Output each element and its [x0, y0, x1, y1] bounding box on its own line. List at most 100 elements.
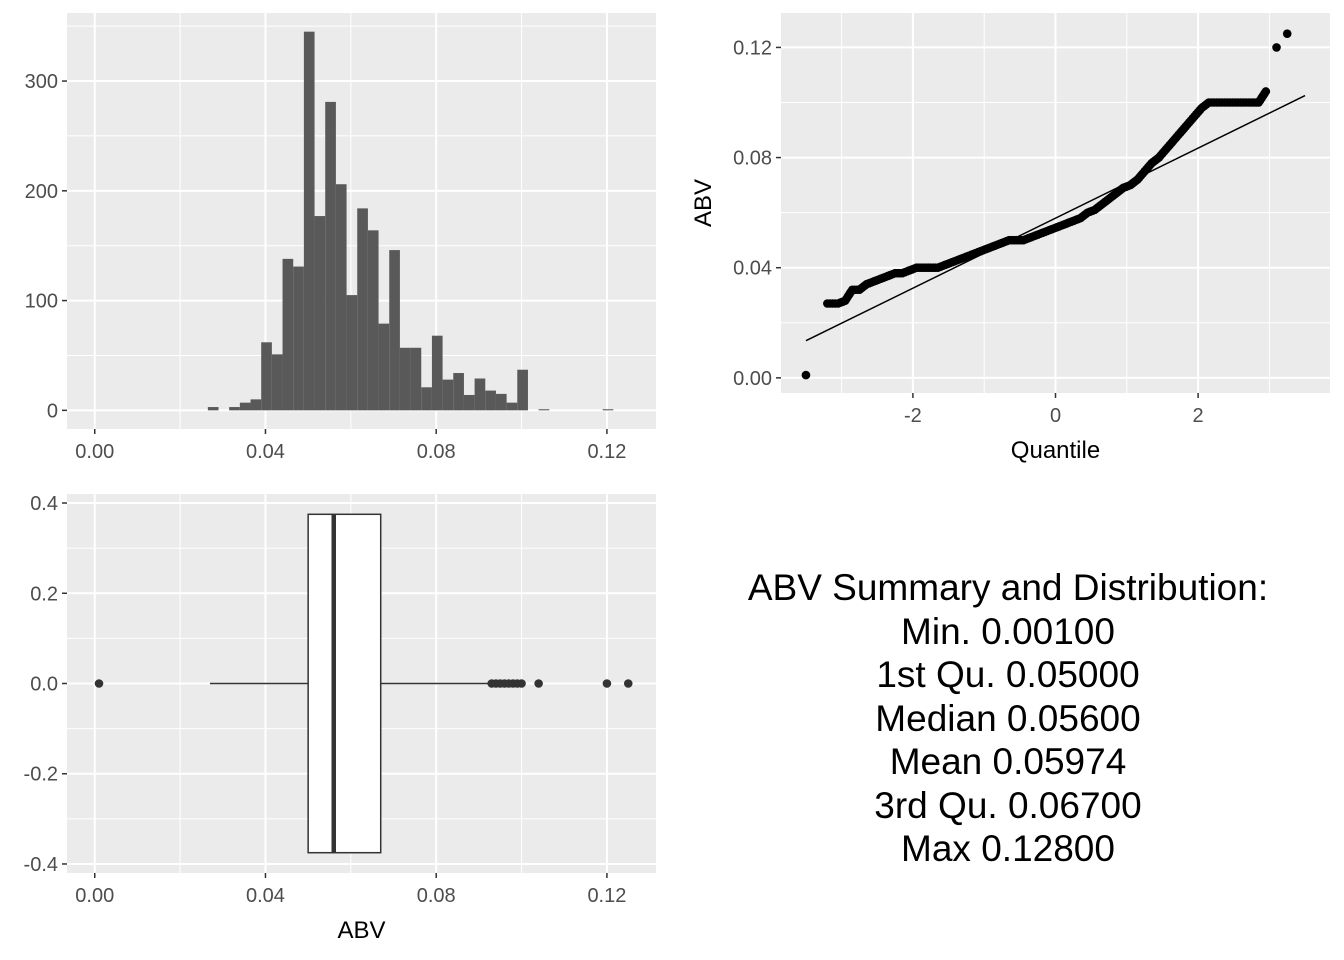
histogram-bar — [378, 323, 390, 411]
histogram-y-tick-label: 100 — [25, 291, 58, 313]
qq-point — [1175, 128, 1185, 138]
qq-point — [1183, 120, 1192, 129]
boxplot-outlier-point — [602, 679, 612, 688]
qq-x-tick-label: 2 — [1193, 405, 1204, 427]
summary-line-mean: Mean 0.05974 — [889, 741, 1127, 782]
qq-point — [1225, 98, 1235, 107]
histogram-bar — [239, 402, 251, 411]
qq-y-tick-label: 0.00 — [733, 368, 772, 390]
boxplot-panel: 0.00 0.04 0.08 0.12 -0.4 -0.2 0.0 0.2 0.4 ABV — [24, 493, 656, 944]
qq-point — [962, 252, 971, 261]
qq-point — [847, 285, 857, 295]
qq-point — [1019, 235, 1028, 245]
histogram-bar — [453, 373, 464, 411]
histogram-bar — [229, 407, 240, 411]
boxplot-y-tick-label: 0.4 — [30, 493, 58, 515]
qq-point — [1154, 153, 1164, 162]
boxplot-outlier-point — [623, 679, 633, 688]
histogram-x-tick-label: 0.00 — [75, 441, 114, 463]
qq-x-tick-label: 0 — [1050, 405, 1061, 427]
qq-point — [883, 271, 893, 281]
qq-point — [969, 249, 978, 259]
histogram-bar — [346, 295, 358, 411]
qq-point — [940, 260, 950, 270]
summary-line-q3: 3rd Qu. 0.06700 — [874, 784, 1142, 826]
qq-point — [833, 299, 843, 308]
qq-y-tick-label: 0.08 — [733, 148, 772, 170]
qq-point — [1261, 87, 1271, 96]
qq-point — [876, 274, 886, 284]
qq-point — [1247, 98, 1256, 107]
qq-point — [926, 263, 936, 273]
qq-point — [1161, 145, 1171, 154]
qq-point — [1215, 98, 1224, 107]
histogram-bar — [389, 250, 400, 411]
qq-point — [1197, 103, 1206, 113]
qq-point — [1090, 205, 1100, 215]
qq-y-tick-label: 0.12 — [733, 37, 772, 59]
summary-text-block: ABV Summary and Distribution: Min. 0.001… — [672, 566, 1344, 871]
boxplot-x-axis-title: ABV — [337, 917, 385, 944]
qq-point — [1104, 194, 1114, 204]
boxplot-x-tick-label: 0.08 — [417, 885, 456, 907]
histogram-bar — [602, 409, 614, 411]
histogram-bar — [207, 407, 219, 411]
histogram-bar — [282, 258, 294, 411]
histogram-bar — [410, 347, 422, 411]
qq-point — [840, 296, 850, 306]
histogram-bar — [538, 409, 550, 411]
boxplot-outlier-point — [94, 679, 104, 688]
histogram-x-tick-label: 0.08 — [417, 441, 456, 463]
qq-point — [905, 266, 914, 275]
qq-x-tick-label: -2 — [904, 405, 922, 427]
qq-point — [912, 263, 921, 273]
boxplot-outlier-point — [534, 679, 543, 688]
qq-point — [1272, 43, 1281, 52]
qq-point — [1026, 233, 1035, 242]
histogram-bar — [250, 399, 262, 411]
qq-point — [954, 255, 964, 264]
qq-reference-line — [805, 94, 1306, 342]
qq-point — [1069, 216, 1078, 226]
qq-point — [1061, 219, 1071, 228]
qq-point — [855, 285, 864, 295]
histogram-bar — [271, 354, 283, 411]
boxplot-x-tick-label: 0.12 — [587, 885, 626, 907]
boxplot-y-tick-label: 0.0 — [30, 674, 58, 696]
qq-y-axis-title: ABV — [690, 179, 717, 227]
boxplot-y-tick-label: 0.2 — [30, 583, 58, 605]
qq-point — [1097, 200, 1107, 209]
qq-point — [1147, 158, 1157, 168]
boxplot-box — [307, 513, 382, 854]
histogram-y-tick-label: 0 — [47, 400, 58, 422]
qq-point — [890, 268, 900, 278]
qq-point — [897, 268, 907, 278]
histogram-bar — [463, 394, 475, 411]
qq-point — [947, 257, 957, 267]
histogram-x-tick-label: 0.12 — [587, 441, 626, 463]
histogram-bar — [303, 31, 315, 411]
qq-point — [1033, 230, 1042, 239]
qq-point — [990, 241, 1000, 250]
histogram-bar — [293, 266, 304, 411]
histogram-x-tick-label: 0.04 — [246, 441, 285, 463]
histogram-y-tick-label: 300 — [25, 71, 58, 93]
summary-line-max: Max 0.12800 — [901, 828, 1115, 869]
qq-y-tick-label: 0.04 — [733, 258, 772, 280]
histogram-panel: 0.00 0.04 0.08 0.12 0 100 200 300 — [25, 13, 656, 463]
summary-line-q1: 1st Qu. 0.05000 — [876, 654, 1140, 695]
qq-point — [1204, 98, 1214, 107]
histogram-bar — [474, 378, 486, 411]
boxplot-x-tick-label: 0.00 — [75, 885, 114, 907]
qq-point — [1083, 208, 1092, 217]
boxplot-x-tick-label: 0.04 — [246, 885, 285, 907]
histogram-bar — [431, 335, 443, 411]
summary-title: ABV Summary and Distribution: — [747, 567, 1269, 608]
histogram-bar — [506, 402, 518, 411]
histogram-bar — [399, 347, 411, 411]
histogram-bar — [335, 184, 347, 411]
qq-point — [1168, 136, 1178, 146]
histogram-bar — [367, 230, 379, 411]
qq-point — [1254, 98, 1264, 107]
